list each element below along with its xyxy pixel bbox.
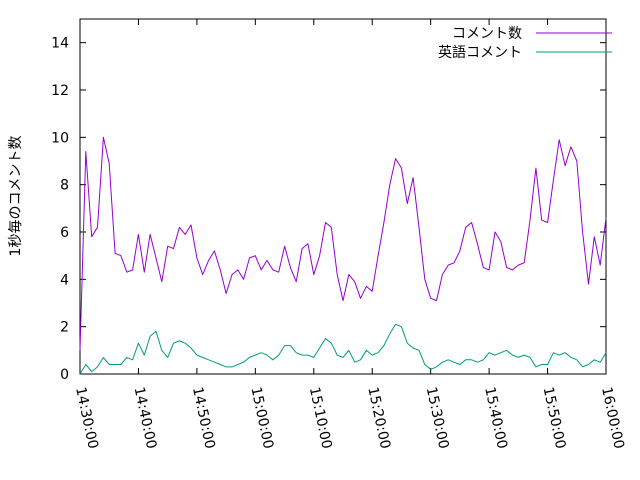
y-tick-label: 0 bbox=[60, 367, 69, 383]
x-tick-label: 16:00:00 bbox=[598, 386, 627, 451]
x-tick-label: 15:40:00 bbox=[481, 386, 510, 451]
series-line-2 bbox=[79, 323, 607, 375]
x-tick-label: 14:50:00 bbox=[189, 386, 218, 451]
x-axis: 14:30:00 14:40:00 14:50:00 15:00:00 15:10:00… bbox=[72, 19, 627, 450]
y-tick-label: 6 bbox=[60, 225, 69, 241]
y-tick-label: 12 bbox=[51, 83, 69, 99]
y-tick-label: 2 bbox=[60, 320, 69, 336]
series-layer bbox=[79, 136, 607, 375]
legend-label: コメント数 bbox=[452, 26, 522, 42]
y-tick-label: 4 bbox=[60, 272, 69, 288]
x-tick-label: 14:30:00 bbox=[72, 386, 101, 451]
x-tick-label: 15:10:00 bbox=[306, 386, 335, 451]
y-tick-label: 14 bbox=[51, 36, 69, 52]
y-axis-label: 1秒毎のコメント数 bbox=[8, 136, 24, 257]
y-tick-label: 8 bbox=[60, 178, 69, 194]
legend-label: 英語コメント bbox=[438, 44, 522, 61]
plot-frame bbox=[79, 18, 607, 375]
y-axis: 0 2 4 6 8 10 12 14 bbox=[51, 36, 606, 383]
x-tick-label: 15:20:00 bbox=[364, 386, 393, 451]
x-tick-label: 15:00:00 bbox=[247, 386, 276, 451]
x-tick-label: 15:50:00 bbox=[540, 386, 569, 451]
series-line-1 bbox=[79, 136, 607, 351]
x-tick-label: 15:30:00 bbox=[423, 386, 452, 451]
y-tick-label: 10 bbox=[51, 130, 69, 146]
x-tick-label: 14:40:00 bbox=[131, 386, 160, 451]
